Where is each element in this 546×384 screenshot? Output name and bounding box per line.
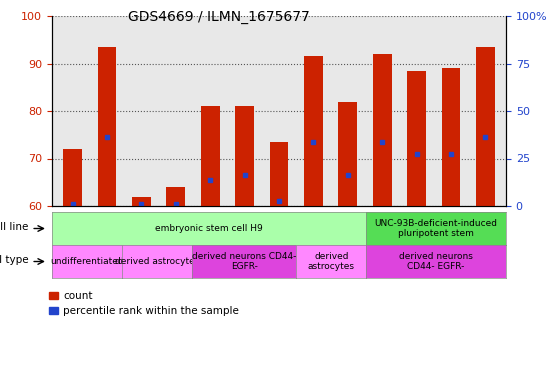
Bar <box>63 149 82 206</box>
Bar <box>442 68 460 206</box>
Text: undifferentiated: undifferentiated <box>50 257 124 266</box>
Bar <box>339 101 357 206</box>
Bar <box>476 47 495 206</box>
Bar <box>235 106 254 206</box>
Bar <box>304 56 323 206</box>
Bar <box>132 197 151 206</box>
Text: embryonic stem cell H9: embryonic stem cell H9 <box>155 224 263 233</box>
Text: derived neurons CD44-
EGFR-: derived neurons CD44- EGFR- <box>192 252 296 271</box>
Bar <box>373 54 391 206</box>
Text: derived astrocytes: derived astrocytes <box>115 257 199 266</box>
Text: derived neurons
CD44- EGFR-: derived neurons CD44- EGFR- <box>399 252 473 271</box>
Text: cell type: cell type <box>0 255 28 265</box>
Bar <box>407 71 426 206</box>
Text: UNC-93B-deficient-induced
pluripotent stem: UNC-93B-deficient-induced pluripotent st… <box>375 219 497 238</box>
Bar <box>270 142 288 206</box>
Legend: count, percentile rank within the sample: count, percentile rank within the sample <box>49 291 239 316</box>
Text: derived
astrocytes: derived astrocytes <box>308 252 355 271</box>
Text: cell line: cell line <box>0 222 28 232</box>
Bar <box>167 187 185 206</box>
Bar <box>201 106 219 206</box>
Text: GDS4669 / ILMN_1675677: GDS4669 / ILMN_1675677 <box>128 10 309 23</box>
Bar <box>98 47 116 206</box>
